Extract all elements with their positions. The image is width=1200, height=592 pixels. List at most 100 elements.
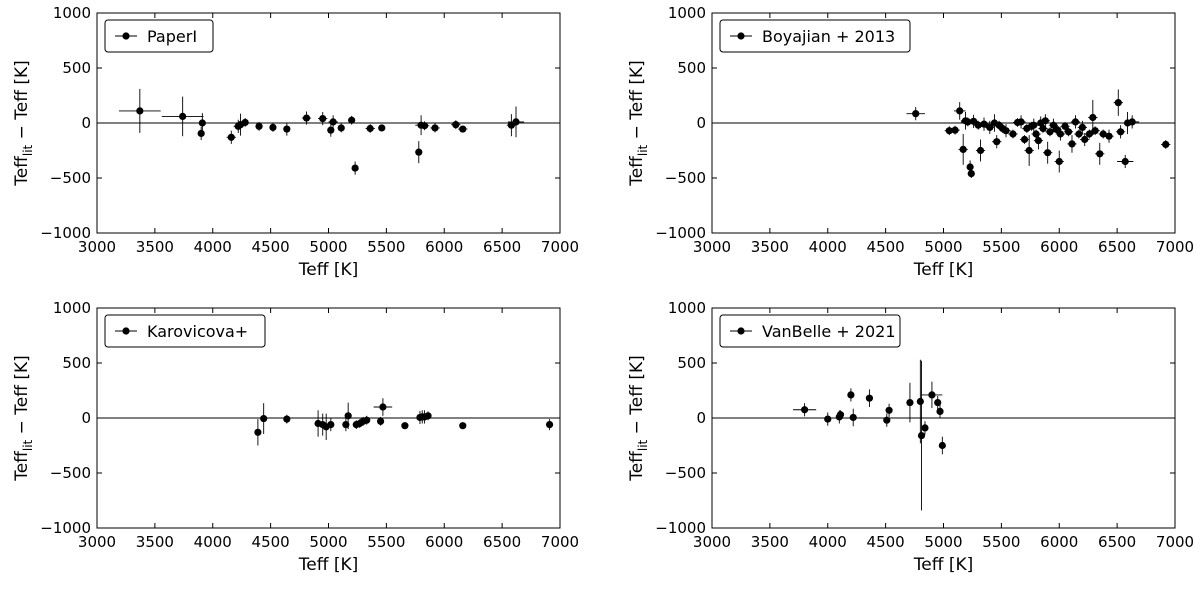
marker (512, 118, 520, 126)
y-tick-label: 500 (677, 59, 706, 77)
marker (801, 406, 809, 414)
marker (1046, 128, 1054, 136)
marker (198, 119, 206, 127)
data-point (950, 125, 960, 135)
marker (1061, 122, 1069, 130)
data-point (376, 416, 385, 426)
data-point (451, 120, 461, 130)
data-point (327, 123, 335, 137)
marker (283, 125, 291, 133)
data-point (197, 126, 205, 141)
marker (976, 146, 985, 155)
y-axis-label-subscript: lit (636, 439, 650, 451)
marker (327, 421, 335, 429)
data-point (934, 396, 942, 410)
data-point (967, 169, 975, 178)
y-tick-label: −500 (665, 169, 706, 187)
data-point (1008, 129, 1018, 139)
marker (938, 441, 946, 450)
data-point (1043, 141, 1053, 164)
legend: Boyajian + 2013 (719, 19, 911, 53)
data-point (118, 88, 161, 133)
marker (967, 170, 975, 178)
y-axis-label-rest: − Teff [K] (627, 60, 647, 145)
data-point (459, 422, 467, 430)
y-axis-label-main: Teff (12, 450, 32, 482)
marker (1121, 157, 1129, 166)
legend-box (104, 19, 214, 53)
data-point (424, 411, 432, 421)
y-tick-label: 500 (62, 354, 91, 372)
data-point (1077, 120, 1088, 134)
marker (917, 432, 926, 440)
y-tick-label: 0 (81, 114, 91, 132)
marker (883, 416, 891, 424)
x-tick-label: 4000 (809, 533, 847, 551)
legend-marker (737, 327, 745, 335)
data-point (1104, 129, 1114, 143)
y-tick-label: −1000 (655, 224, 706, 242)
marker (344, 412, 352, 420)
data-point (1113, 89, 1123, 116)
marker (431, 124, 439, 132)
marker (1068, 140, 1076, 148)
data-point (936, 404, 944, 418)
y-tick-label: −500 (50, 169, 91, 187)
marker (269, 123, 277, 131)
legend-box (719, 19, 911, 53)
data-point (921, 421, 929, 435)
legend: Karovicova+ (104, 314, 266, 348)
data-point (1161, 140, 1171, 149)
marker (824, 415, 832, 423)
marker (401, 422, 409, 430)
data-point (865, 389, 874, 407)
marker (980, 120, 988, 128)
x-tick-label: 5500 (367, 533, 405, 551)
y-axis-label-main: Teff (627, 450, 647, 482)
x-tick-label: 3000 (78, 238, 116, 256)
x-axis-label: Teff [K] (298, 555, 358, 575)
data-point (916, 359, 924, 444)
data-point (793, 403, 817, 417)
marker (865, 394, 874, 402)
data-point (1040, 114, 1050, 128)
data-point (283, 122, 291, 136)
marker (1075, 130, 1083, 138)
x-tick-label: 7000 (541, 533, 579, 551)
data-point (847, 388, 855, 402)
marker (964, 118, 972, 126)
marker (1009, 130, 1017, 138)
y-axis-label-rest: − Teff [K] (627, 355, 647, 440)
marker (378, 124, 386, 132)
marker (379, 403, 387, 411)
data-point (1060, 121, 1070, 131)
legend-label: PaperI (147, 27, 197, 46)
marker (260, 414, 268, 423)
marker (255, 122, 263, 130)
marker (348, 116, 356, 124)
marker (1020, 135, 1029, 144)
y-tick-label: −1000 (40, 519, 91, 537)
x-tick-label: 5500 (367, 238, 405, 256)
marker (906, 399, 914, 407)
x-tick-label: 7000 (1156, 238, 1194, 256)
x-axis-label: Teff [K] (913, 260, 973, 280)
data-point (1033, 131, 1044, 150)
y-axis-label: Tefflit − Teff [K] (627, 60, 650, 187)
x-tick-label: 5500 (982, 238, 1020, 256)
x-tick-label: 4500 (867, 238, 905, 256)
marker (1085, 130, 1093, 138)
x-tick-label: 4500 (867, 533, 905, 551)
data-point (979, 117, 989, 131)
data-point (254, 419, 262, 446)
marker (415, 148, 423, 156)
panel-1: 3000 3500 4000 4500 5000 5500 6000 6500 70001000… (12, 4, 579, 280)
legend: PaperI (104, 19, 214, 53)
y-tick-label: 1000 (53, 4, 91, 22)
marker (934, 399, 942, 407)
marker (254, 428, 262, 436)
x-tick-label: 6000 (1040, 533, 1078, 551)
marker (1089, 113, 1097, 122)
marker (376, 417, 385, 425)
legend-marker (122, 32, 130, 40)
